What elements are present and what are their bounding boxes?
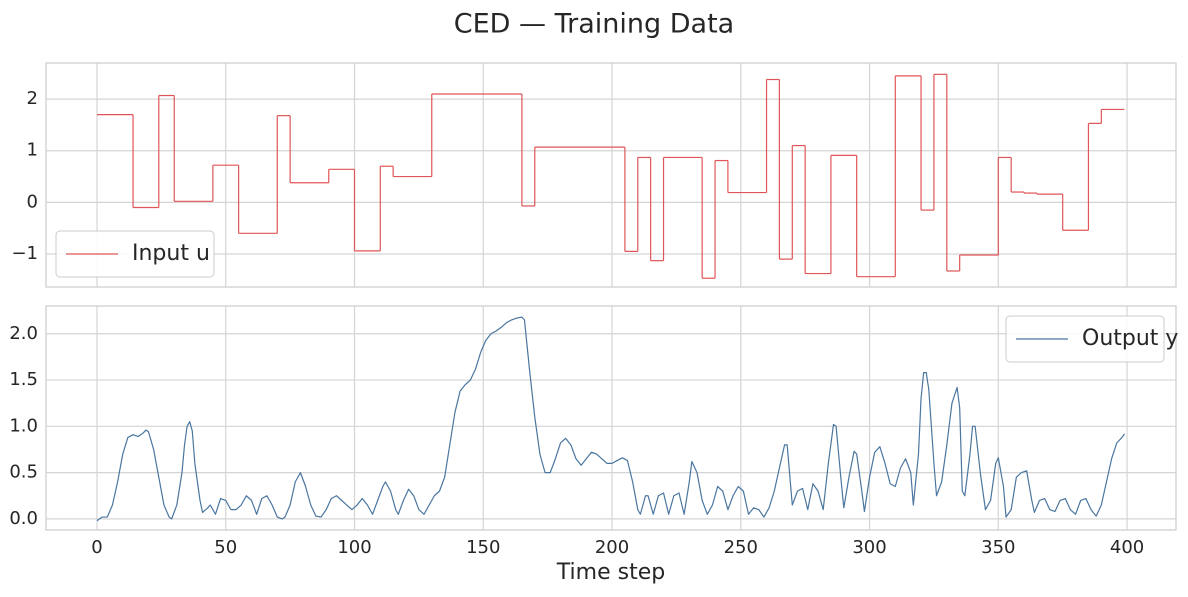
y-tick-label: 0.5: [9, 462, 38, 483]
legend: Output y: [1005, 315, 1178, 363]
plot-area: [46, 63, 1176, 287]
y-tick-label: 1.0: [9, 415, 38, 436]
x-tick-label: 400: [1110, 537, 1144, 558]
y-tick-label: 2.0: [9, 323, 38, 344]
x-tick-label: 100: [337, 537, 371, 558]
y-tick-label: 0.0: [9, 508, 38, 529]
legend-label: Output y: [1082, 326, 1178, 351]
line: [96, 316, 1125, 522]
x-tick-label: 300: [852, 537, 886, 558]
axes-frame: [45, 305, 1177, 531]
x-tick-label: 350: [981, 537, 1015, 558]
subplot: −1 0 1 2 Input u: [11, 62, 1177, 288]
x-tick-label: 0: [91, 537, 102, 558]
y-tick-label: 2: [27, 88, 38, 109]
y-tick-label: 0: [27, 191, 38, 212]
x-tick-label: 50: [214, 537, 237, 558]
legend-label: Input u: [132, 241, 210, 266]
legend-frame: [1005, 315, 1165, 363]
figure-title: CED — Training Data: [454, 9, 734, 40]
axes-frame: [45, 62, 1177, 288]
legend-frame: [55, 230, 215, 278]
y-tick-label: 1.5: [9, 369, 38, 390]
x-axis-label: Time step: [556, 560, 665, 585]
plot-area: [46, 306, 1176, 530]
y-tick-label: −1: [11, 243, 38, 264]
legend: Input u: [55, 230, 215, 278]
y-tick-label: 1: [27, 140, 38, 161]
subplot: 0 50 100 150 200 250 300 350 400 0.0 0.5 1.0 1.5 2.0 T…: [9, 305, 1178, 585]
x-tick-label: 250: [724, 537, 758, 558]
x-tick-label: 200: [595, 537, 629, 558]
x-tick-label: 150: [466, 537, 500, 558]
